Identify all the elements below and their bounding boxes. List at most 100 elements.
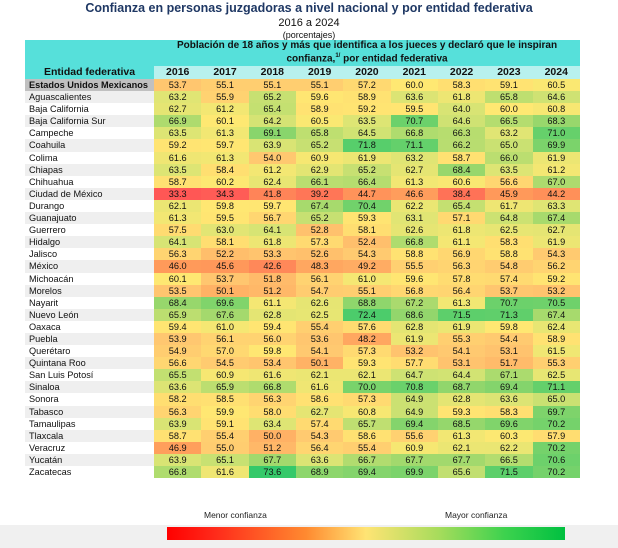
heatmap-cell: 58.4 bbox=[201, 163, 249, 176]
heatmap-cell: 65.8 bbox=[485, 91, 533, 104]
heatmap-cell: 67.4 bbox=[532, 308, 580, 321]
heatmap-cell: 61.3 bbox=[390, 175, 438, 188]
heatmap-cell: 64.0 bbox=[437, 103, 486, 116]
heatmap-cell: 60.9 bbox=[201, 369, 249, 382]
heatmap-cell: 56.7 bbox=[248, 212, 296, 225]
heatmap-cell: 54.0 bbox=[248, 151, 296, 164]
row-label: Querétaro bbox=[25, 345, 155, 358]
group-header-line2: confianza, bbox=[286, 53, 336, 65]
heatmap-cell: 46.6 bbox=[390, 187, 438, 200]
row-label: Puebla bbox=[25, 332, 155, 346]
heatmap-cell: 58.7 bbox=[437, 151, 486, 164]
legend-color-scale bbox=[167, 527, 565, 540]
heatmap-cell: 63.9 bbox=[154, 417, 202, 430]
heatmap-cell: 50.1 bbox=[201, 284, 249, 297]
heatmap-cell: 63.5 bbox=[343, 115, 391, 128]
heatmap-cell: 59.8 bbox=[485, 320, 533, 333]
heatmap-cell: 70.4 bbox=[343, 199, 391, 213]
year-header-2018: 2018 bbox=[248, 66, 296, 79]
heatmap-cell: 66.8 bbox=[390, 236, 438, 249]
heatmap-cell: 55.1 bbox=[296, 79, 344, 92]
heatmap-cell: 67.1 bbox=[485, 369, 533, 382]
heatmap-cell: 66.2 bbox=[437, 139, 486, 152]
heatmap-cell: 60.0 bbox=[485, 103, 533, 116]
heatmap-cell: 65.9 bbox=[201, 381, 249, 394]
heatmap-cell: 60.9 bbox=[390, 441, 438, 454]
state-row: Durango 62.1 59.8 59.7 67.4 70.4 62.2 65.4 61.7 6… bbox=[25, 199, 580, 213]
row-label: Chihuahua bbox=[25, 175, 155, 188]
heatmap-cell: 53.5 bbox=[154, 284, 202, 297]
heatmap-cell: 57.3 bbox=[296, 236, 344, 249]
heatmap-cell: 57.0 bbox=[201, 345, 249, 358]
heatmap-cell: 65.2 bbox=[248, 91, 296, 104]
heatmap-cell: 53.3 bbox=[248, 248, 296, 261]
heatmap-cell: 34.3 bbox=[201, 187, 249, 200]
group-header-blank bbox=[25, 40, 155, 66]
heatmap-table: Población de 18 años y más que identific… bbox=[25, 40, 580, 479]
heatmap-cell: 65.6 bbox=[437, 466, 486, 479]
state-row: México 46.0 45.6 42.6 48.3 49.2 55.5 56.3 54.8 56… bbox=[25, 260, 580, 273]
group-header-row: Población de 18 años y más que identific… bbox=[25, 40, 580, 66]
heatmap-cell: 67.2 bbox=[390, 296, 438, 309]
state-row: San Luis Potosí 65.5 60.9 61.6 62.1 62.1 64.7 6… bbox=[25, 369, 580, 382]
row-label: Yucatán bbox=[25, 453, 155, 466]
heatmap-cell: 56.6 bbox=[485, 175, 533, 188]
heatmap-cell: 48.2 bbox=[343, 332, 391, 346]
state-row: Sonora 58.2 58.5 56.3 58.6 57.3 64.9 62.8 63.6 65… bbox=[25, 393, 580, 406]
heatmap-cell: 67.7 bbox=[248, 453, 296, 466]
state-row: Oaxaca 59.4 61.0 59.4 55.4 57.6 62.8 61.9 59.8 62… bbox=[25, 320, 580, 333]
heatmap-cell: 66.3 bbox=[437, 127, 486, 140]
heatmap-cell: 71.1 bbox=[390, 139, 438, 152]
heatmap-cell: 66.1 bbox=[296, 175, 344, 188]
heatmap-cell: 62.1 bbox=[296, 369, 344, 382]
heatmap-cell: 54.3 bbox=[343, 248, 391, 261]
heatmap-cell: 51.2 bbox=[248, 284, 296, 297]
row-label: Estados Unidos Mexicanos bbox=[25, 79, 155, 92]
year-header-2019: 2019 bbox=[296, 66, 344, 79]
heatmap-cell: 58.2 bbox=[154, 393, 202, 406]
row-label: Nayarit bbox=[25, 296, 155, 309]
heatmap-cell: 56.3 bbox=[154, 405, 202, 418]
heatmap-cell: 58.3 bbox=[437, 79, 486, 92]
heatmap-cell: 59.4 bbox=[154, 320, 202, 333]
heatmap-cell: 58.7 bbox=[154, 429, 202, 442]
heatmap-cell: 65.5 bbox=[154, 369, 202, 382]
heatmap-cell: 68.9 bbox=[296, 466, 344, 479]
heatmap-cell: 42.6 bbox=[248, 260, 296, 273]
heatmap-cell: 65.1 bbox=[201, 453, 249, 466]
row-label: Guanajuato bbox=[25, 212, 155, 225]
heatmap-cell: 61.9 bbox=[390, 332, 438, 346]
heatmap-cell: 57.3 bbox=[343, 393, 391, 406]
heatmap-cell: 61.2 bbox=[532, 163, 580, 176]
heatmap-cell: 66.5 bbox=[485, 115, 533, 128]
heatmap-cell: 55.3 bbox=[532, 357, 580, 370]
year-header-2017: 2017 bbox=[201, 66, 249, 79]
heatmap-cell: 54.4 bbox=[485, 332, 533, 346]
heatmap-cell: 69.6 bbox=[201, 296, 249, 309]
heatmap-cell: 58.3 bbox=[485, 405, 533, 418]
heatmap-cell: 60.0 bbox=[390, 79, 438, 92]
heatmap-cell: 54.9 bbox=[154, 345, 202, 358]
heatmap-cell: 69.4 bbox=[390, 417, 438, 430]
heatmap-cell: 63.4 bbox=[248, 417, 296, 430]
heatmap-cell: 65.2 bbox=[296, 139, 344, 152]
heatmap-cell: 58.3 bbox=[485, 236, 533, 249]
heatmap-cell: 52.6 bbox=[296, 248, 344, 261]
state-row: Querétaro 54.9 57.0 59.8 54.1 57.3 53.2 54.1 53.… bbox=[25, 345, 580, 358]
row-label: Chiapas bbox=[25, 163, 155, 176]
row-label: Guerrero bbox=[25, 224, 155, 237]
heatmap-cell: 58.8 bbox=[390, 248, 438, 261]
heatmap-cell: 61.6 bbox=[248, 369, 296, 382]
state-row: Veracruz 46.9 55.0 51.2 56.4 55.4 60.9 62.1 62.2… bbox=[25, 441, 580, 454]
heatmap-cell: 60.3 bbox=[485, 429, 533, 442]
heatmap-cell: 63.9 bbox=[248, 139, 296, 152]
heatmap-cell: 62.4 bbox=[248, 175, 296, 188]
heatmap-cell: 61.0 bbox=[201, 320, 249, 333]
heatmap-cell: 59.8 bbox=[248, 345, 296, 358]
heatmap-cell: 66.7 bbox=[343, 453, 391, 466]
heatmap-cell: 62.1 bbox=[343, 369, 391, 382]
group-header-line2-tail: por entidad federativa bbox=[340, 53, 448, 65]
heatmap-cell: 49.2 bbox=[343, 260, 391, 273]
heatmap-cell: 55.4 bbox=[296, 320, 344, 333]
heatmap-cell: 52.4 bbox=[343, 236, 391, 249]
